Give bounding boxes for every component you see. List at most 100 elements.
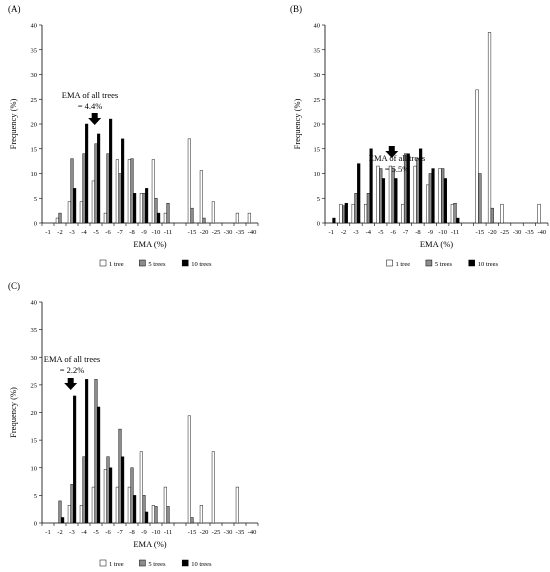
panel-c-y-axis-title: Frequency (%) xyxy=(8,387,18,438)
panel-b-bar-5-trees xyxy=(478,173,482,224)
panel-b-bar-1-tree xyxy=(388,165,393,224)
panel-c-bar-1-tree xyxy=(79,505,83,524)
panel-b-bar-10-trees xyxy=(369,148,373,224)
panel-b-x-tick-label: -7 xyxy=(403,229,409,236)
panel-b-x-tick-label: -30 xyxy=(513,229,522,236)
panel-b-x-tick-label: -11 xyxy=(451,229,459,236)
panel-a-bar-1-tree xyxy=(79,201,83,224)
panel-c-bar-1-tree xyxy=(67,505,71,524)
panel-c-bar-10-trees xyxy=(133,495,137,524)
panel-b-bar-5-trees xyxy=(453,202,457,224)
panel-a-x-tick-label: -6 xyxy=(105,229,111,236)
panel-c-legend-label-5-trees: 5 trees xyxy=(148,561,166,568)
panel-a-bar-1-tree xyxy=(211,201,215,224)
panel-b-bar-10-trees xyxy=(381,178,386,224)
panel-c-legend-swatch-10-trees xyxy=(181,559,189,567)
panel-b-bar-10-trees xyxy=(419,148,423,224)
panel-c-x-tick-label: -40 xyxy=(248,529,257,536)
panel-c-bar-10-trees xyxy=(97,406,101,524)
panel-c-x-tick-label: -8 xyxy=(129,529,134,536)
panel-b-x-tick-label: -6 xyxy=(390,229,396,236)
panel-c-x-tick-label: -35 xyxy=(236,529,245,536)
panel-b-x-tick-label: -40 xyxy=(537,229,546,236)
panel-a-x-tick-label: -7 xyxy=(117,229,123,236)
panel-b-annotation-line1: EMA of all trees xyxy=(369,153,425,163)
panel-a-x-tick-label: -4 xyxy=(81,229,87,236)
panel-c-x-tick-label: -4 xyxy=(81,529,87,536)
panel-b-bar-5-trees xyxy=(379,168,383,224)
panel-c-bar-5-trees xyxy=(154,506,158,524)
panel-c-bar-1-tree xyxy=(235,486,239,524)
panel-c-bar-10-trees xyxy=(85,379,89,524)
panel-a-legend-label-10-trees: 10 trees xyxy=(191,261,212,268)
panel-b-bar-5-trees xyxy=(341,205,346,224)
panel-a-bar-10-trees xyxy=(121,138,125,224)
panel-c-x-axis-title: EMA (%) xyxy=(133,539,166,549)
panel-a-annotation-line1: EMA of all trees xyxy=(62,90,118,100)
panel-c-bar-1-tree xyxy=(139,451,143,524)
panel-b-x-tick-label: -25 xyxy=(500,229,509,236)
panel-b-bar-1-tree xyxy=(401,203,405,224)
panel-a-bar-5-trees xyxy=(118,173,122,224)
panel-b-bar-10-trees xyxy=(406,153,410,224)
panel-c-bar-10-trees xyxy=(73,395,77,524)
panel-a-y-tick-label: 10 xyxy=(31,171,38,178)
panel-a-x-tick-label: -5 xyxy=(93,229,98,236)
panel-c-bar-1-tree xyxy=(115,486,119,524)
panel-a-bar-5-trees xyxy=(190,207,194,224)
panel-b-x-tick-label: -35 xyxy=(525,229,534,236)
panel-c-bar-1-tree xyxy=(91,486,95,524)
panel-a-legend-swatch-5-trees xyxy=(139,259,146,267)
panel-c-bar-5-trees xyxy=(82,456,86,524)
panel-c-label: (C) xyxy=(8,281,20,291)
panel-b-bar-1-tree xyxy=(364,203,368,224)
panel-a-legend-label-5-trees: 5 trees xyxy=(148,261,166,268)
panel-a-x-tick-label: -1 xyxy=(45,229,50,236)
panel-c-x-tick-label: -3 xyxy=(69,529,74,536)
panel-a-bar-1-tree xyxy=(91,180,95,224)
panel-a-x-tick-label: -11 xyxy=(164,229,172,236)
panel-a-bar-10-trees xyxy=(85,123,89,224)
panel-a-bar-1-tree xyxy=(151,159,155,224)
panel-b-bar-1-tree xyxy=(438,168,442,224)
panel-a-bar-1-tree xyxy=(163,212,167,224)
panel-c-bar-5-trees xyxy=(130,467,134,524)
panel-a-bar-1-tree xyxy=(199,170,203,224)
panel-c-x-tick-label: -7 xyxy=(117,529,123,536)
panel-c-x-tick-label: -11 xyxy=(164,529,172,536)
panel-b-x-tick-label: -3 xyxy=(353,229,358,236)
panel-b-x-tick-label: -20 xyxy=(488,229,497,236)
panel-c-x-tick-label: -6 xyxy=(105,529,111,536)
panel-b-y-tick-label: 0 xyxy=(317,221,320,228)
panel-a-y-tick-label: 20 xyxy=(31,122,38,129)
panel-a-x-tick-label: -25 xyxy=(212,229,221,236)
panel-b-bar-5-trees xyxy=(428,173,432,224)
panel-b-legend-label-5-trees: 5 trees xyxy=(435,261,453,268)
panel-c-bar-5-trees xyxy=(58,500,62,524)
panel-a-x-tick-label: -20 xyxy=(200,229,209,236)
panel-b-legend-label-1-tree: 1 tree xyxy=(396,261,411,268)
panel-c-x-tick-label: -30 xyxy=(224,529,233,536)
panel-c-bar-5-trees xyxy=(190,517,194,524)
panel-b-bar-1-tree xyxy=(413,165,417,224)
panel-a-bar-1-tree xyxy=(187,138,191,224)
panel-b-label: (B) xyxy=(290,4,302,14)
panel-b-bar-1-tree xyxy=(339,203,343,224)
panel-a-bar-1-tree xyxy=(67,201,71,224)
panel-c-bar-5-trees xyxy=(70,484,74,524)
panel-b-bar-10-trees xyxy=(394,178,398,224)
panel-a-bar-1-tree xyxy=(235,212,239,224)
panel-b-bar-1-tree xyxy=(376,165,380,224)
panel-c-bar-1-tree xyxy=(127,486,131,524)
panel-c-y-tick-label: 0 xyxy=(34,521,37,528)
panel-b-bar-5-trees xyxy=(416,158,420,224)
panel-c-bar-10-trees xyxy=(61,517,65,524)
panel-a-x-tick-label: -35 xyxy=(236,229,245,236)
panel-c-x-tick-label: -2 xyxy=(57,529,62,536)
panel-a-bar-10-trees xyxy=(157,212,161,224)
panel-b-bar-5-trees xyxy=(441,168,445,224)
panel-b-legend-swatch-1-tree xyxy=(386,259,393,267)
panel-a-x-tick-label: -40 xyxy=(248,229,257,236)
panel-b-bar-5-trees xyxy=(354,193,358,224)
